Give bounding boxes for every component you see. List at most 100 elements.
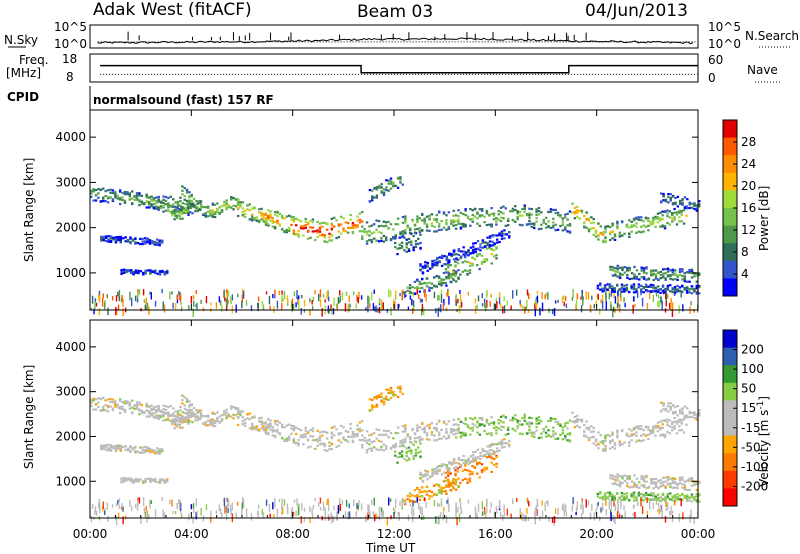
power-cell (620, 283, 624, 286)
power-cell (454, 264, 457, 267)
power-noise-cell (241, 288, 244, 296)
power-cell (469, 224, 472, 227)
velocity-noise-cell (448, 504, 450, 513)
power-cell (176, 203, 180, 206)
velocity-cell (611, 493, 614, 496)
velocity-noise-cell (348, 503, 350, 509)
power-noise-cell (93, 308, 95, 315)
velocity-cell (354, 433, 357, 436)
velocity-cell (416, 495, 419, 498)
velocity-cell (466, 481, 469, 484)
power-cell (583, 221, 586, 225)
velocity-cell (528, 429, 531, 432)
velocity-cell (682, 418, 686, 421)
velocity-cell (273, 435, 277, 439)
velocity-cell (433, 470, 437, 474)
velocity-cell (623, 441, 626, 444)
power-cell (423, 220, 426, 223)
velocity-cell (528, 425, 531, 428)
power-cell (273, 213, 277, 216)
velocity-cell (440, 473, 444, 476)
power-cell (447, 266, 450, 269)
power-cell (150, 195, 153, 198)
power-cell (408, 284, 412, 287)
power-cell (587, 217, 591, 220)
power-cell (452, 221, 455, 224)
power-cell (183, 187, 186, 190)
velocity-cell (414, 451, 418, 454)
power-cell (133, 198, 136, 202)
power-cell (620, 286, 624, 289)
power-cell (407, 237, 411, 241)
power-cell (167, 208, 170, 211)
power-noise-cell (91, 295, 94, 304)
power-noise-cell (309, 298, 311, 303)
velocity-cell (601, 495, 604, 498)
velocity-cell (497, 422, 500, 425)
power-noise-cell (498, 292, 501, 298)
power-noise-cell (446, 291, 448, 297)
power-cell (642, 271, 646, 274)
power-cell (542, 218, 545, 222)
power-cell (147, 206, 151, 209)
power-noise-cell (195, 290, 198, 295)
power-cell (657, 278, 660, 281)
velocity-cell (528, 416, 531, 419)
velocity-noise-cell (367, 503, 369, 512)
velocity-cell (131, 412, 134, 415)
power-cell (377, 240, 381, 243)
velocity-cell (659, 499, 662, 503)
power-cell (181, 189, 184, 192)
velocity-cell (129, 445, 132, 448)
velocity-cell (181, 426, 184, 429)
velocity-noise-cell (136, 503, 139, 511)
velocity-cell (183, 407, 186, 411)
power-noise-cell (326, 291, 328, 300)
velocity-cell (412, 457, 415, 460)
power-cell (232, 204, 235, 207)
velocity-cell (292, 424, 296, 428)
power-cell (271, 219, 275, 223)
velocity-cell (695, 418, 699, 421)
velocity-cell (314, 447, 317, 450)
power-cell (418, 290, 421, 293)
power-noise-cell (455, 300, 457, 306)
power-noise-cell (367, 295, 369, 305)
power-cell (241, 201, 245, 204)
power-cell (632, 288, 636, 291)
velocity-cell (690, 493, 694, 496)
velocity-cell (681, 499, 684, 502)
power-cell (630, 286, 633, 289)
velocity-noise-cell (245, 508, 248, 518)
power-cell (651, 218, 655, 221)
power-cell (651, 222, 655, 225)
power-cell (421, 219, 424, 222)
velocity-cell (632, 426, 636, 429)
power-cell (516, 212, 519, 215)
power-cell (661, 214, 664, 217)
velocity-cell (373, 440, 376, 443)
velocity-noise-cell (512, 498, 514, 505)
power-cell (248, 218, 252, 221)
velocity-cell (585, 420, 588, 423)
power-cell (488, 235, 492, 238)
power-cell (469, 246, 473, 249)
power-cell (295, 232, 298, 236)
velocity-noise-cell (162, 509, 164, 518)
power-cell (450, 273, 453, 276)
power-cell (419, 246, 422, 250)
power-cell (257, 219, 261, 222)
power-cell (690, 268, 694, 271)
velocity-cell (428, 423, 431, 426)
velocity-cell (642, 475, 646, 478)
power-cell (204, 206, 207, 209)
power-cell (571, 211, 574, 214)
power-noise-cell (118, 296, 121, 302)
power-cell (163, 270, 166, 274)
power-cell (623, 232, 626, 235)
power-cell (678, 216, 681, 219)
velocity-cell (273, 434, 277, 437)
power-cell (630, 220, 633, 223)
power-cell (654, 215, 657, 219)
power-cell (635, 225, 638, 228)
